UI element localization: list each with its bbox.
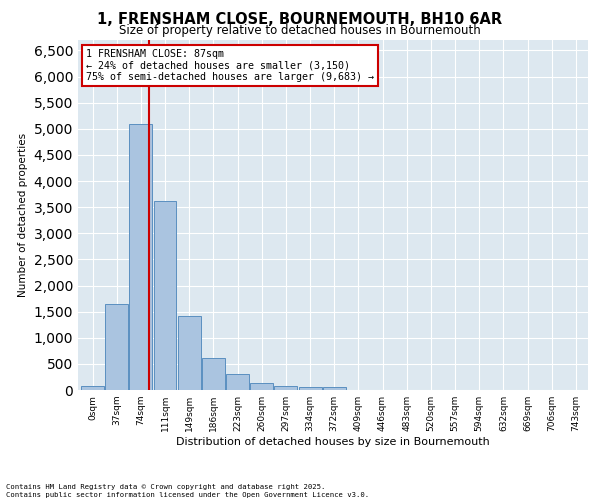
Bar <box>250 383 273 390</box>
Bar <box>81 386 104 390</box>
X-axis label: Distribution of detached houses by size in Bournemouth: Distribution of detached houses by size … <box>176 437 490 447</box>
Text: 1 FRENSHAM CLOSE: 87sqm
← 24% of detached houses are smaller (3,150)
75% of semi: 1 FRENSHAM CLOSE: 87sqm ← 24% of detache… <box>86 49 374 82</box>
Bar <box>154 201 176 390</box>
Bar <box>130 124 152 390</box>
Bar <box>202 358 225 390</box>
Bar <box>105 304 128 390</box>
Bar <box>178 316 200 390</box>
Text: 1, FRENSHAM CLOSE, BOURNEMOUTH, BH10 6AR: 1, FRENSHAM CLOSE, BOURNEMOUTH, BH10 6AR <box>97 12 503 28</box>
Y-axis label: Number of detached properties: Number of detached properties <box>18 133 28 297</box>
Bar <box>299 388 322 390</box>
Bar <box>323 388 346 390</box>
Bar <box>274 386 298 390</box>
Text: Contains HM Land Registry data © Crown copyright and database right 2025.
Contai: Contains HM Land Registry data © Crown c… <box>6 484 369 498</box>
Text: Size of property relative to detached houses in Bournemouth: Size of property relative to detached ho… <box>119 24 481 37</box>
Bar <box>226 374 249 390</box>
